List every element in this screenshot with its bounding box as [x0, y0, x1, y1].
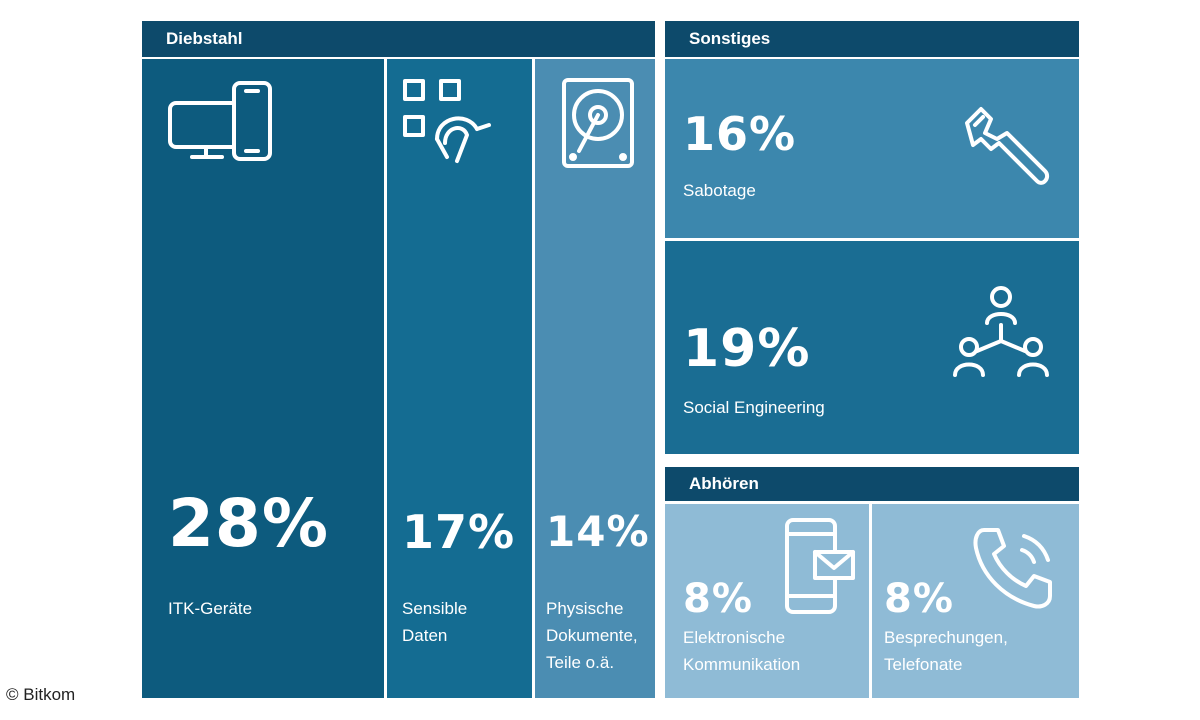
tile-social-value: 19%: [683, 319, 811, 379]
tile-elektronisch-value: 8%: [683, 576, 753, 622]
tile-daten-label: Sensible Daten: [402, 599, 468, 645]
tile-physische-value: 14%: [546, 507, 650, 556]
copyright-credit: © Bitkom: [6, 685, 76, 704]
tile-besprechungen-label: Besprechungen, Telefonate: [884, 628, 1008, 674]
tile-physische-label: Physische Dokumente, Teile o.ä.: [546, 599, 638, 672]
tile-social-engineering: 19% Social Engineering: [665, 241, 1079, 454]
wrench-icon: [961, 103, 1057, 199]
tile-social-label: Social Engineering: [683, 398, 825, 417]
devices-icon: [166, 79, 276, 169]
tile-elektronische-kommunikation: 8% Elektronische Kommunikation: [665, 504, 869, 698]
phone-mail-icon: [781, 516, 857, 616]
telephone-icon: [970, 524, 1060, 614]
tile-itk-geraete: 28% ITK-Geräte: [142, 59, 384, 698]
data-fingerprint-icon: [401, 77, 496, 169]
tile-besprechungen-value: 8%: [884, 576, 954, 622]
group-header-diebstahl: Diebstahl: [142, 21, 655, 57]
tile-elektronisch-label: Elektronische Kommunikation: [683, 628, 801, 674]
hard-drive-icon: [561, 77, 635, 169]
tile-physische-dokumente: 14% Physische Dokumente, Teile o.ä.: [535, 59, 655, 698]
tile-daten-value: 17%: [402, 505, 516, 559]
tile-besprechungen-telefonate: 8% Besprechungen, Telefonate: [872, 504, 1079, 698]
people-network-icon: [951, 285, 1051, 381]
tile-itk-label: ITK-Geräte: [168, 599, 253, 618]
tile-itk-value: 28%: [168, 485, 329, 562]
tile-sabotage-value: 16%: [683, 107, 797, 161]
group-header-abhoeren: Abhören: [665, 467, 1079, 501]
tile-sabotage-label: Sabotage: [683, 181, 756, 200]
tile-sensible-daten: 17% Sensible Daten: [387, 59, 532, 698]
group-header-sonstiges: Sonstiges: [665, 21, 1079, 57]
tile-sabotage: 16% Sabotage: [665, 59, 1079, 238]
